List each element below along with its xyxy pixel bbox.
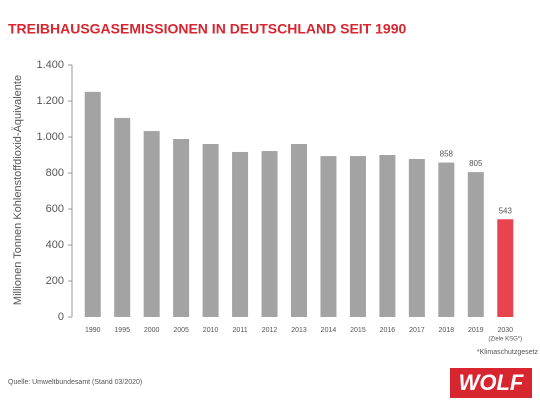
x-tick-label: 2013: [291, 327, 307, 334]
logo: WOLF: [459, 370, 524, 395]
x-tick-label: 2017: [409, 327, 425, 334]
bar: [114, 117, 131, 317]
y-axis-label: Millionen Tonnen Kohlenstoffdioxid-Äquiv…: [12, 75, 24, 305]
y-tick-label: 1.000: [36, 131, 64, 143]
x-tick-label: 1990: [85, 327, 101, 334]
x-tick-label: 2000: [144, 327, 160, 334]
value-label: 858: [440, 150, 454, 159]
x-tick-label: 2014: [321, 327, 337, 334]
bar: [497, 219, 514, 317]
x-tick-label: 2019: [468, 327, 484, 334]
chart-title: TREIBHAUSGASEMISSIONEN IN DEUTSCHLAND SE…: [8, 21, 406, 37]
bar: [261, 151, 278, 317]
y-tick-label: 0: [58, 311, 64, 323]
bar: [143, 131, 160, 317]
value-label: 805: [469, 159, 483, 168]
y-tick-label: 1.400: [36, 59, 64, 71]
bar: [467, 172, 484, 317]
x-tick-label: 2030: [497, 327, 513, 334]
bar: [84, 91, 101, 317]
x-tick-label: 2011: [233, 327, 248, 334]
x-tick-label: 2012: [262, 327, 278, 334]
logo-box: [450, 368, 532, 398]
x-tick-label: 2016: [380, 327, 396, 334]
y-tick-label: 400: [46, 239, 64, 251]
category-note: (Ziele KSG*): [488, 337, 522, 343]
y-tick-label: 200: [46, 275, 64, 287]
x-tick-label: 2015: [350, 327, 366, 334]
bar: [349, 156, 366, 317]
bar: [379, 155, 396, 317]
y-tick-label: 1.200: [36, 95, 64, 107]
bar: [408, 158, 425, 317]
x-tick-label: 1995: [114, 327, 130, 334]
footnote: *Klimaschutzgesetz: [477, 349, 539, 356]
bar: [173, 138, 190, 317]
bar: [291, 144, 307, 317]
x-tick-label: 2005: [173, 327, 189, 334]
x-tick-label: 2018: [439, 327, 455, 334]
source: Quelle: Umweltbundesamt (Stand 03/2020): [8, 379, 142, 386]
bar: [320, 156, 337, 317]
y-tick-label: 600: [46, 203, 64, 215]
x-tick-label: 2010: [203, 327, 219, 334]
y-tick-label: 800: [46, 167, 64, 179]
bar: [202, 144, 219, 317]
value-label: 543: [499, 206, 513, 215]
bar: [438, 162, 455, 317]
bar: [232, 151, 249, 317]
